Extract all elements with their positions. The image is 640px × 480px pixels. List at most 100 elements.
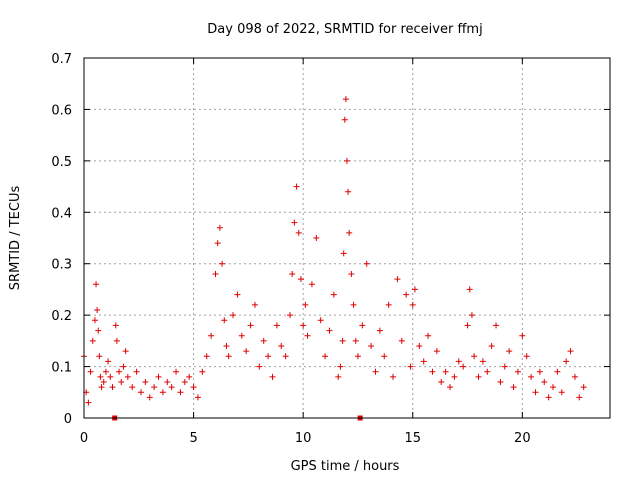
x-tick-label: 10 xyxy=(295,431,312,446)
x-tick-label: 20 xyxy=(514,431,531,446)
data-point xyxy=(177,389,184,396)
data-point xyxy=(468,312,475,319)
data-point xyxy=(433,348,440,355)
data-point xyxy=(447,384,454,391)
data-point xyxy=(302,301,309,308)
data-point xyxy=(219,260,226,267)
data-point xyxy=(96,353,103,360)
data-point xyxy=(164,379,171,385)
data-point xyxy=(429,368,436,375)
data-point xyxy=(344,157,350,164)
data-point xyxy=(409,301,416,308)
data-point xyxy=(282,353,289,360)
data-point xyxy=(385,301,392,308)
y-tick-label: 0.4 xyxy=(51,206,72,221)
data-point xyxy=(287,312,294,319)
data-point xyxy=(230,312,237,319)
data-point xyxy=(295,229,302,236)
data-point xyxy=(451,373,458,380)
x-tick-label: 0 xyxy=(80,431,88,446)
data-point xyxy=(340,250,347,257)
y-tick-label: 0.6 xyxy=(51,103,72,118)
data-point xyxy=(129,384,136,391)
data-point xyxy=(260,337,267,344)
data-point xyxy=(317,317,324,324)
data-point xyxy=(98,384,105,391)
data-point xyxy=(335,373,342,380)
data-point xyxy=(363,260,370,267)
data-point xyxy=(359,322,366,329)
data-point xyxy=(238,332,245,339)
data-point xyxy=(536,368,543,375)
data-point xyxy=(137,389,144,396)
data-point xyxy=(116,368,123,375)
data-point xyxy=(223,343,230,349)
data-point xyxy=(216,224,223,231)
data-point xyxy=(212,271,219,277)
data-point xyxy=(234,291,241,298)
data-point xyxy=(330,291,337,298)
data-point xyxy=(484,368,491,375)
data-point xyxy=(97,373,104,380)
data-point xyxy=(308,281,315,288)
data-point xyxy=(225,353,232,360)
data-point xyxy=(348,271,355,277)
plot-frame xyxy=(83,57,611,419)
y-axis-label: SRMTID / TECUs xyxy=(8,186,23,291)
data-point xyxy=(475,373,482,380)
data-point xyxy=(105,358,112,365)
x-tick-label: 5 xyxy=(189,431,197,446)
data-point xyxy=(350,301,357,308)
data-point xyxy=(563,358,570,365)
data-point xyxy=(168,384,175,391)
data-point xyxy=(420,358,427,365)
x-axis-label: GPS time / hours xyxy=(291,459,400,474)
data-point xyxy=(87,368,94,375)
data-point xyxy=(109,384,116,391)
x-ticks: 0 5 10 15 20 xyxy=(80,58,531,446)
data-point xyxy=(155,373,162,380)
data-point xyxy=(159,389,166,396)
y-ticks: 0 0.1 0.2 0.3 0.4 0.5 0.6 0.7 xyxy=(51,52,610,427)
data-point xyxy=(352,337,359,344)
data-point xyxy=(289,271,296,277)
y-tick-label: 0.2 xyxy=(51,309,72,324)
data-point xyxy=(460,363,467,370)
data-point xyxy=(120,363,127,370)
data-point xyxy=(464,322,471,329)
data-point xyxy=(221,317,228,324)
data-point xyxy=(455,358,462,365)
data-series xyxy=(81,96,587,406)
data-point xyxy=(107,373,114,380)
data-point xyxy=(95,327,102,334)
y-tick-label: 0 xyxy=(64,412,72,427)
data-point xyxy=(304,332,311,339)
data-point xyxy=(326,327,333,334)
y-tick-label: 0.3 xyxy=(51,258,72,273)
data-point xyxy=(493,322,500,329)
data-point xyxy=(390,373,397,380)
data-point xyxy=(269,373,276,380)
data-point xyxy=(337,363,344,370)
data-point xyxy=(372,368,379,375)
data-point xyxy=(89,337,96,344)
data-point xyxy=(554,368,561,375)
data-point xyxy=(368,343,375,349)
data-point xyxy=(550,384,557,391)
data-point xyxy=(118,379,125,385)
data-point xyxy=(208,332,215,339)
data-point xyxy=(342,96,349,103)
data-point xyxy=(541,379,548,385)
data-point xyxy=(203,353,210,360)
data-point xyxy=(466,286,473,293)
data-point xyxy=(514,368,521,375)
data-point xyxy=(93,281,100,288)
data-point xyxy=(112,322,119,329)
data-point xyxy=(528,373,535,380)
data-point xyxy=(278,343,285,349)
data-point xyxy=(497,379,504,385)
data-point xyxy=(91,317,98,324)
data-point xyxy=(142,379,149,385)
data-point xyxy=(346,229,353,236)
data-point xyxy=(190,384,197,391)
